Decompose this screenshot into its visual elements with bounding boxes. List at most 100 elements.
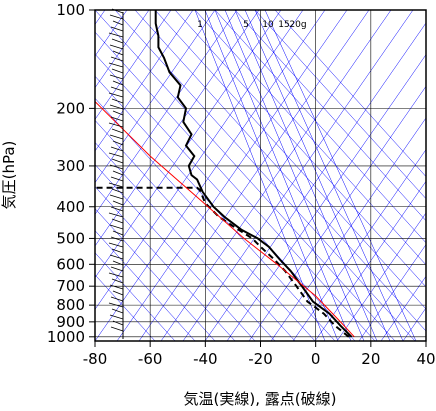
mixing-ratio-labels: 1 5 10 15 20g: [197, 20, 306, 30]
x-tick-label: 0: [311, 350, 321, 368]
y-tick-label: 600: [56, 255, 85, 273]
wind-barb: [110, 116, 124, 122]
isotherm-line: [95, 10, 260, 247]
mixing-ratio-line: [214, 10, 352, 341]
x-axis-title: 気温(実線), 露点(破線): [184, 390, 337, 408]
mixing-ratio-line: [224, 10, 365, 341]
dry-adiabat-lines: [95, 10, 426, 341]
wind-barb: [108, 182, 124, 188]
x-tick-label: -20: [248, 350, 273, 368]
adiabat-line: [214, 10, 426, 244]
y-tick-label: 500: [56, 229, 85, 247]
mixing-ratio-line: [244, 10, 391, 341]
parcel-line: [95, 100, 355, 338]
wind-barb: [109, 134, 124, 140]
y-tick-label: 200: [56, 99, 85, 117]
wind-barb: [112, 110, 124, 116]
wind-barb: [110, 326, 124, 332]
wind-barb: [109, 44, 124, 50]
adiabat-line: [95, 31, 376, 341]
adiabat-line: [95, 164, 256, 341]
wind-barb: [111, 188, 124, 194]
mixing-ratio-label: 5: [243, 20, 249, 30]
wind-barb: [112, 320, 124, 326]
adiabat-line: [95, 119, 296, 341]
adiabat-line: [95, 274, 156, 341]
adiabat-line: [154, 10, 426, 310]
isotherm-line: [138, 10, 370, 341]
mixing-ratio-label: 10: [262, 20, 274, 30]
wind-barb: [109, 254, 124, 260]
isotherm-line: [336, 212, 426, 341]
wind-barb: [111, 278, 124, 284]
isotherm-line: [292, 149, 426, 341]
adiabat-line: [194, 10, 426, 266]
wind-barb: [111, 218, 124, 224]
isotherm-line: [182, 10, 414, 341]
adiabat-line: [95, 53, 356, 341]
isotherm-line: [95, 10, 282, 279]
wind-barb: [112, 140, 124, 146]
mixing-ratio-label: 20g: [289, 20, 306, 30]
adiabat-line: [95, 10, 396, 341]
wind-barb: [112, 50, 124, 56]
isotherm-line: [380, 275, 426, 341]
wind-barb: [110, 86, 124, 92]
wind-barb: [110, 176, 124, 182]
wind-barb: [109, 314, 124, 320]
isotherm-line: [160, 10, 392, 341]
isotherm-line: [95, 10, 150, 89]
adiabat-line: [134, 10, 426, 332]
y-tick-label: 400: [56, 198, 85, 216]
isotherm-line: [95, 10, 238, 215]
x-tick-label: -80: [83, 350, 108, 368]
adiabat-line: [254, 10, 426, 200]
wind-barb: [108, 152, 124, 158]
adiabat-line: [95, 208, 216, 341]
wind-barb: [108, 122, 124, 128]
mixing-ratio-label: 15: [278, 20, 289, 30]
wind-barb: [110, 236, 124, 242]
wind-barb: [111, 38, 124, 44]
wind-barb: [112, 80, 124, 86]
x-axis-ticks: -80 -60 -40 -20 0 20 40: [83, 341, 436, 368]
wind-barb: [109, 104, 124, 110]
y-tick-label: 700: [56, 277, 85, 295]
wind-barb: [110, 266, 124, 272]
y-axis-title: 気圧(hPa): [0, 141, 18, 210]
wind-barb: [110, 56, 124, 62]
wind-barb: [109, 164, 124, 170]
isotherm-line: [358, 244, 426, 341]
wind-barb: [108, 32, 124, 38]
x-tick-label: -40: [193, 350, 218, 368]
isotherm-line: [95, 10, 216, 184]
adiabat-line: [95, 230, 196, 341]
y-tick-label: 300: [56, 157, 85, 175]
isotherm-line: [95, 10, 194, 152]
wind-barb: [112, 290, 124, 296]
wind-barbs: [108, 8, 124, 339]
wind-barb: [110, 146, 124, 152]
adiabat-line: [174, 10, 426, 288]
x-tick-label: 20: [361, 350, 380, 368]
wind-barb: [111, 158, 124, 164]
wind-barb: [112, 20, 124, 26]
wind-barb: [108, 212, 124, 218]
isotherm-line: [95, 10, 326, 341]
wind-barb: [110, 26, 124, 32]
mixing-ratio-line: [254, 10, 404, 341]
wind-barb: [109, 14, 124, 20]
isotherm-line: [270, 117, 426, 341]
adiabat-line: [95, 186, 236, 341]
wind-barb: [110, 296, 124, 302]
wind-barb: [109, 74, 124, 80]
wind-barb: [111, 68, 124, 74]
temperature-line: [154, 10, 353, 338]
adiabat-line: [234, 10, 426, 222]
dewpoint-line: [95, 186, 350, 338]
adiabat-line: [95, 252, 176, 341]
wind-barb: [108, 272, 124, 278]
wind-barb: [110, 206, 124, 212]
adiabat-line: [95, 75, 336, 341]
